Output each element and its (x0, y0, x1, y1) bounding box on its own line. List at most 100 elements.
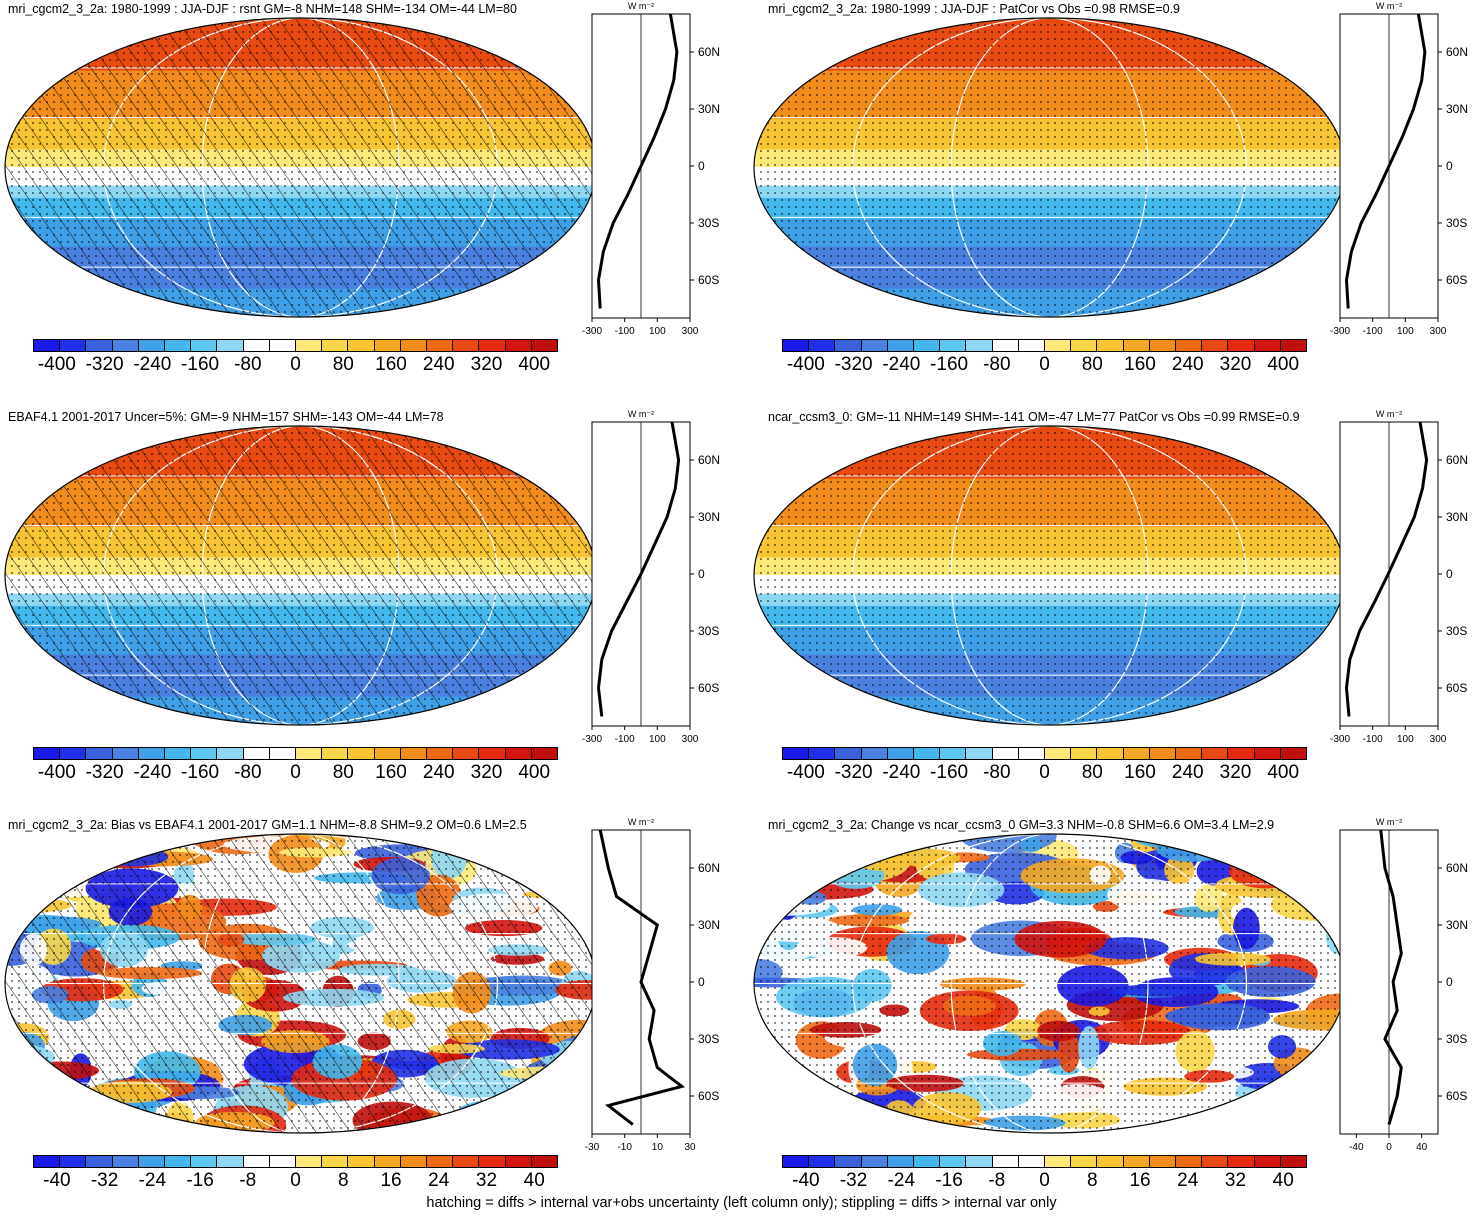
map-plot (4, 833, 597, 1134)
colorbar-tick-label: 24 (1177, 1170, 1199, 1191)
colorbar (782, 747, 1307, 760)
colorbar-tick-label: 40 (523, 1170, 545, 1191)
colorbar-swatch (1176, 1156, 1203, 1167)
colorbar-swatch (217, 340, 244, 351)
lat-tick-label: 30S (1446, 624, 1467, 638)
colorbar-swatch (809, 340, 836, 351)
colorbar-tick-label: 0 (1039, 1170, 1050, 1191)
colorbar-swatch (1045, 1156, 1072, 1167)
zonal-unit-label: W m⁻² (1376, 409, 1402, 419)
zonal-x-tick-label: 100 (649, 326, 666, 337)
colorbar-labels: -40 -32 -24 -16 -8 0 8 16 24 32 40 (33, 1170, 558, 1192)
lat-tick-label: 0 (698, 975, 705, 989)
colorbar-labels: -400 -320 -240 -160 -80 0 80 160 240 320 400 (33, 762, 558, 784)
colorbar-swatch (60, 748, 87, 759)
colorbar-swatch (1071, 748, 1098, 759)
map-blob (5, 856, 62, 871)
colorbar-swatch (348, 748, 375, 759)
colorbar-swatch (165, 748, 192, 759)
zonal-x-tick-label: -100 (1363, 734, 1383, 745)
colorbar-tick-label: -8 (988, 1170, 1006, 1191)
map-blob (22, 1059, 46, 1074)
colorbar-swatch (217, 748, 244, 759)
colorbar-swatch (86, 748, 113, 759)
colorbar-tick-label: 80 (332, 354, 354, 375)
zonal-unit-label: W m⁻² (628, 409, 654, 419)
colorbar-tick-label: 400 (1267, 354, 1300, 375)
lat-tick-label: 30N (1446, 510, 1468, 524)
colorbar-swatch (1228, 748, 1255, 759)
colorbar-swatch (1228, 1156, 1255, 1167)
colorbar-swatch (453, 340, 480, 351)
map-blob (5, 1098, 62, 1116)
colorbar (782, 339, 1307, 352)
colorbar-tick-label: 160 (375, 354, 407, 375)
colorbar-swatch (269, 748, 297, 759)
colorbar-swatch (1254, 748, 1281, 759)
colorbar-swatch (479, 748, 506, 759)
lat-tick-label: 30S (698, 624, 719, 638)
zonal-unit-label: W m⁻² (628, 1, 654, 11)
colorbar-tick-label: -160 (181, 762, 220, 783)
colorbar-swatch (453, 748, 480, 759)
lat-tick-label: 60S (1446, 681, 1467, 695)
colorbar-tick-label: -24 (138, 1170, 167, 1191)
colorbar-swatch (112, 340, 139, 351)
lat-tick-label: 30S (1446, 216, 1467, 230)
colorbar-tick-label: 80 (1081, 762, 1103, 783)
colorbar-tick-label: -400 (37, 762, 76, 783)
zonal-x-tick-label: -30 (585, 1142, 600, 1153)
colorbar-swatch (322, 340, 349, 351)
zonal-x-tick-label: -10 (617, 1142, 632, 1153)
zonal-x-tick-label: 100 (1397, 734, 1414, 745)
colorbar-swatch (269, 340, 297, 351)
colorbar-swatch (427, 340, 454, 351)
colorbar-swatch (835, 748, 862, 759)
colorbar-swatch (1176, 748, 1203, 759)
colorbar-swatch (940, 748, 967, 759)
colorbar-tick-label: 240 (422, 354, 455, 375)
colorbar-swatch (505, 340, 532, 351)
colorbar-tick-label: 0 (1039, 354, 1050, 375)
colorbar-tick-label: 0 (1039, 762, 1050, 783)
lat-tick-label: 30S (698, 216, 719, 230)
zonal-x-tick-label: 100 (649, 734, 666, 745)
colorbar-swatch (861, 1156, 888, 1167)
lat-tick-label: 30N (1446, 918, 1468, 932)
colorbar-swatch (1097, 1156, 1124, 1167)
zonal-mean-plot: W m⁻² 60N 30N 0 30S 60S -300 -100 100 300 (1330, 409, 1468, 745)
map-blob (115, 1121, 196, 1133)
colorbar-swatch (243, 748, 270, 759)
colorbar-swatch (112, 748, 139, 759)
map-blob (38, 1081, 82, 1092)
colorbar-swatch (427, 1156, 454, 1167)
map-blob (754, 1113, 835, 1133)
colorbar-tick-label: -32 (839, 1170, 868, 1191)
colorbar-tick-label: 8 (337, 1170, 349, 1191)
map-blob (469, 834, 495, 847)
colorbar-swatch (861, 340, 888, 351)
colorbar-swatch (138, 1156, 166, 1167)
colorbar-swatch (940, 340, 967, 351)
colorbar-swatch (191, 340, 218, 351)
colorbar-tick-label: 32 (475, 1170, 498, 1191)
colorbar-swatch (34, 1156, 61, 1167)
map-blob (75, 840, 99, 855)
colorbar-swatch (1071, 1156, 1098, 1167)
colorbar-swatch (835, 1156, 862, 1167)
colorbar-swatch (887, 340, 915, 351)
colorbar-tick-label: 80 (1081, 354, 1103, 375)
lat-tick-label: 0 (1446, 567, 1453, 581)
colorbar-swatch (940, 1156, 967, 1167)
colorbar-swatch (1254, 340, 1281, 351)
lat-tick-label: 30S (1446, 1032, 1467, 1046)
colorbar-tick-label: -400 (37, 354, 76, 375)
colorbar-swatch (479, 340, 506, 351)
map-blob (754, 892, 773, 911)
colorbar-swatch (374, 1156, 401, 1167)
colorbar-tick-label: -80 (234, 354, 262, 375)
lat-tick-label: 30N (698, 102, 720, 116)
lat-tick-label: 0 (698, 567, 705, 581)
zonal-mean-line-black (1379, 829, 1403, 1125)
colorbar-tick-label: -160 (930, 354, 969, 375)
